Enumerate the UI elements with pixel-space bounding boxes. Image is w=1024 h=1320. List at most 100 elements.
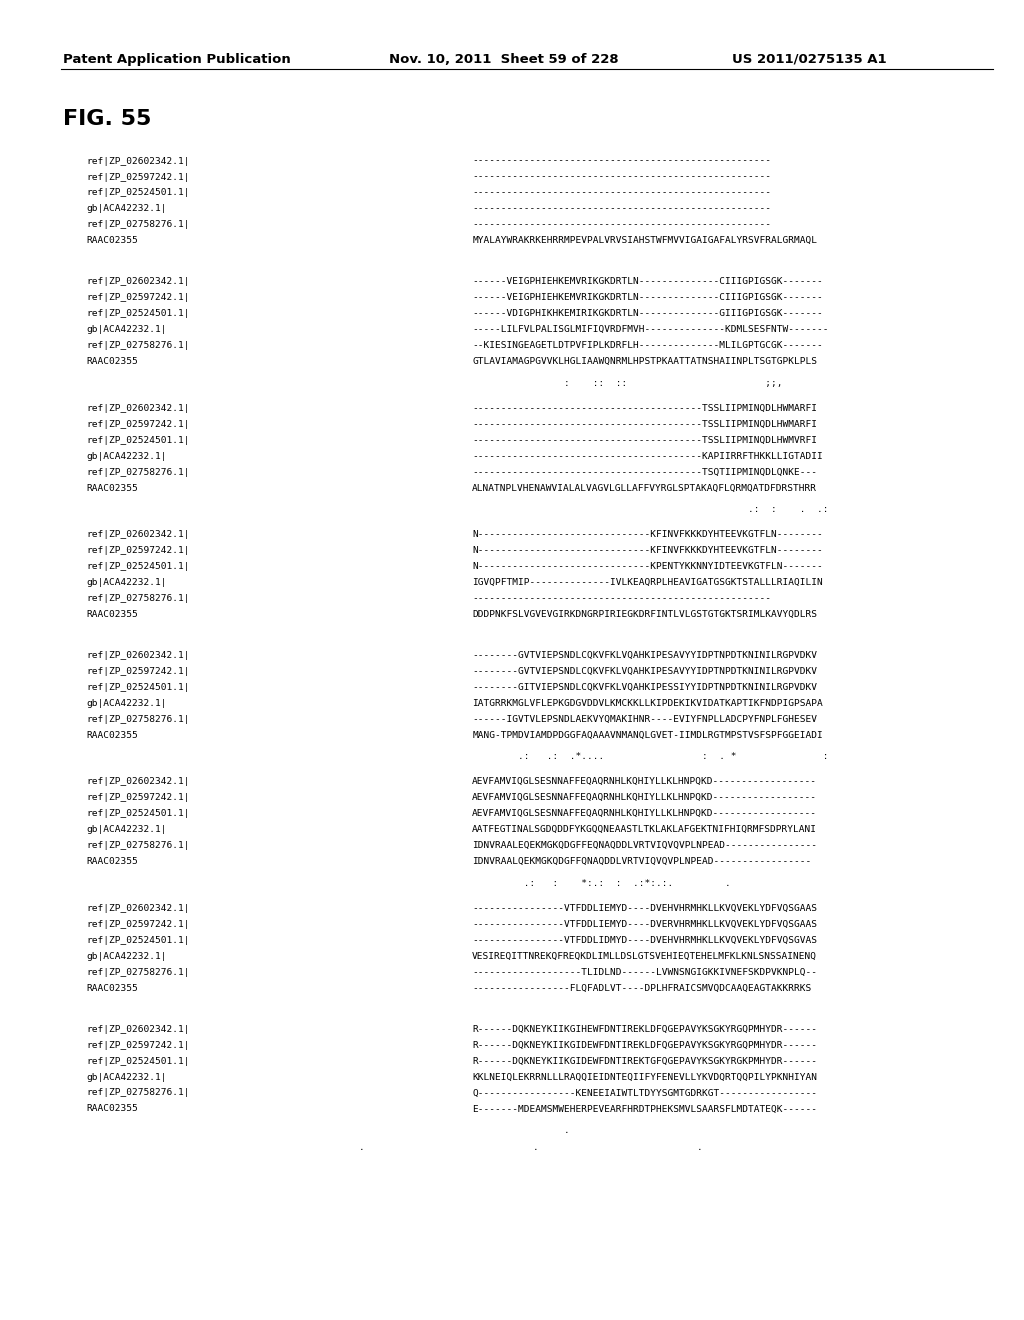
Text: ALNATNPLVHENAWVIALALVAGVLGLLAFFVYRGLSPTAKAQFLQRMQATDFDRSTHRR: ALNATNPLVHENAWVIALALVAGVLGLLAFFVYRGLSPTA… [472,483,817,492]
Text: MYALAYWRAKRKEHRRMPEVPALVRVSIAHSTWFMVVIGAIGAFALYRSVFRALGRMAQL: MYALAYWRAKRKEHRRMPEVPALVRVSIAHSTWFMVVIGA… [472,236,817,246]
Text: RAAC02355: RAAC02355 [86,358,138,366]
Text: ----------------------------------------TSSLIIPMINQDLHWMARFI: ----------------------------------------… [472,404,817,413]
Text: ref|ZP_02524501.1|: ref|ZP_02524501.1| [86,436,189,445]
Text: ref|ZP_02597242.1|: ref|ZP_02597242.1| [86,1040,189,1049]
Text: N------------------------------KFINVFKKKDYHTEEVKGTFLN--------: N------------------------------KFINVFKKK… [472,546,823,556]
Text: .: . [532,1143,539,1152]
Text: RAAC02355: RAAC02355 [86,1105,138,1114]
Text: .: . [696,1143,702,1152]
Text: ----------------------------------------KAPIIRRFTHKKLLIGTADII: ----------------------------------------… [472,451,823,461]
Text: ref|ZP_02597242.1|: ref|ZP_02597242.1| [86,920,189,929]
Text: GTLAVIAMAGPGVVKLHGLIAAWQNRMLHPSTPKAATTATNSHAIINPLTSGTGPKLPLS: GTLAVIAMAGPGVVKLHGLIAAWQNRMLHPSTPKAATTAT… [472,358,817,366]
Text: ref|ZP_02597242.1|: ref|ZP_02597242.1| [86,173,189,182]
Text: ----------------------------------------TSQTIIPMINQDLQNKE---: ----------------------------------------… [472,467,817,477]
Text: ref|ZP_02524501.1|: ref|ZP_02524501.1| [86,682,189,692]
Text: ref|ZP_02758276.1|: ref|ZP_02758276.1| [86,1089,189,1097]
Text: ref|ZP_02524501.1|: ref|ZP_02524501.1| [86,189,189,198]
Text: N------------------------------KPENTYKKNNYIDTEEVKGTFLN-------: N------------------------------KPENTYKKN… [472,562,823,572]
Text: ref|ZP_02758276.1|: ref|ZP_02758276.1| [86,715,189,723]
Text: ref|ZP_02602342.1|: ref|ZP_02602342.1| [86,651,189,660]
Text: -----LILFVLPALISGLMIFIQVRDFMVH--------------KDMLSESFNTW-------: -----LILFVLPALISGLMIFIQVRDFMVH----------… [472,325,828,334]
Text: N------------------------------KFINVFKKKDYHTEEVKGTFLN--------: N------------------------------KFINVFKKK… [472,531,823,539]
Text: RAAC02355: RAAC02355 [86,731,138,739]
Text: Patent Application Publication: Patent Application Publication [63,53,291,66]
Text: --------GVTVIEPSNDLCQKVFKLVQAHKIPESAVYYIDPTNPDTKNINILRGPVDKV: --------GVTVIEPSNDLCQKVFKLVQAHKIPESAVYYI… [472,667,817,676]
Text: .: . [358,1143,365,1152]
Text: ----------------------------------------------------: ----------------------------------------… [472,594,771,603]
Text: ------VDIGPHIKHKEMIRIKGKDRTLN--------------GIIIGPIGSGK-------: ------VDIGPHIKHKEMIRIKGKDRTLN-----------… [472,309,823,318]
Text: ref|ZP_02524501.1|: ref|ZP_02524501.1| [86,809,189,818]
Text: RAAC02355: RAAC02355 [86,857,138,866]
Text: VESIREQITTNREKQFREQKDLIMLLDSLGTSVEHIEQTEHELMFKLKNLSNSSAINENQ: VESIREQITTNREKQFREQKDLIMLLDSLGTSVEHIEQTE… [472,952,817,961]
Text: DDDPNKFSLVGVEVGIRKDNGRPIRIEGKDRFINTLVLGSTGTGKTSRIMLKAVYQDLRS: DDDPNKFSLVGVEVGIRKDNGRPIRIEGKDRFINTLVLGS… [472,610,817,619]
Text: ----------------------------------------------------: ----------------------------------------… [472,173,771,182]
Text: .:   :    *:.:  :  .:*:.:.         .: .: : *:.: : .:*:.:. . [472,879,817,888]
Text: gb|ACA42232.1|: gb|ACA42232.1| [86,451,167,461]
Text: RAAC02355: RAAC02355 [86,483,138,492]
Text: ref|ZP_02597242.1|: ref|ZP_02597242.1| [86,793,189,803]
Text: IDNVRAALEQEKMGKQDGFFEQNAQDDLVRTVIQVQVPLNPEAD----------------: IDNVRAALEQEKMGKQDGFFEQNAQDDLVRTVIQVQVPLN… [472,841,817,850]
Text: --------GITVIEPSNDLCQKVFKLVQAHKIPESSIYYIDPTNPDTKNINILRGPVDKV: --------GITVIEPSNDLCQKVFKLVQAHKIPESSIYYI… [472,682,817,692]
Text: ref|ZP_02602342.1|: ref|ZP_02602342.1| [86,777,189,787]
Text: AEVFAMVIQGLSESNNAFFEQAQRNHLKQHIYLLKLHNPQKD------------------: AEVFAMVIQGLSESNNAFFEQAQRNHLKQHIYLLKLHNPQ… [472,809,817,818]
Text: ref|ZP_02597242.1|: ref|ZP_02597242.1| [86,546,189,556]
Text: R------DQKNEYKIIKGIDEWFDNTIREKTGFQGEPAVYKSGKYRGKPMHYDR------: R------DQKNEYKIIKGIDEWFDNTIREKTGFQGEPAVY… [472,1056,817,1065]
Text: R------DQKNEYKIIKGIDEWFDNTIREKLDFQGEPAVYKSGKYRGQPMHYDR------: R------DQKNEYKIIKGIDEWFDNTIREKLDFQGEPAVY… [472,1040,817,1049]
Text: gb|ACA42232.1|: gb|ACA42232.1| [86,325,167,334]
Text: ref|ZP_02524501.1|: ref|ZP_02524501.1| [86,1056,189,1065]
Text: R------DQKNEYKIIKGIHEWFDNTIREKLDFQGEPAVYKSGKYRGQPMHYDR------: R------DQKNEYKIIKGIHEWFDNTIREKLDFQGEPAVY… [472,1024,817,1034]
Text: .:  :    .  .:: .: : . .: [472,506,828,515]
Text: ----------------------------------------------------: ----------------------------------------… [472,157,771,165]
Text: ----------------------------------------------------: ----------------------------------------… [472,205,771,214]
Text: ----------------------------------------TSSLIIPMINQDLHWMVRFI: ----------------------------------------… [472,436,817,445]
Text: ref|ZP_02758276.1|: ref|ZP_02758276.1| [86,968,189,977]
Text: ref|ZP_02602342.1|: ref|ZP_02602342.1| [86,1024,189,1034]
Text: --KIESINGEAGETLDTPVFIPLKDRFLH--------------MLILGPTGCGK-------: --KIESINGEAGETLDTPVFIPLKDRFLH-----------… [472,342,823,350]
Text: ref|ZP_02524501.1|: ref|ZP_02524501.1| [86,562,189,572]
Text: ref|ZP_02758276.1|: ref|ZP_02758276.1| [86,841,189,850]
Text: AEVFAMVIQGLSESNNAFFEQAQRNHLKQHIYLLKLHNPQKD------------------: AEVFAMVIQGLSESNNAFFEQAQRNHLKQHIYLLKLHNPQ… [472,793,817,803]
Text: ----------------VTFDDLIEMYD----DVEHVHRMHKLLKVQVEKLYDFVQSGAAS: ----------------VTFDDLIEMYD----DVEHVHRMH… [472,904,817,912]
Text: ref|ZP_02602342.1|: ref|ZP_02602342.1| [86,904,189,912]
Text: ref|ZP_02758276.1|: ref|ZP_02758276.1| [86,220,189,230]
Text: ------IGVTVLEPSNDLAEKVYQMAKIHNR----EVIYFNPLLADCPYFNPLFGHESEV: ------IGVTVLEPSNDLAEKVYQMAKIHNR----EVIYF… [472,715,817,723]
Text: ref|ZP_02597242.1|: ref|ZP_02597242.1| [86,293,189,302]
Text: MANG-TPMDVIAMDPDGGFAQAAAVNMANQLGVET-IIMDLRGTMPSTVSFSPFGGEIADI: MANG-TPMDVIAMDPDGGFAQAAAVNMANQLGVET-IIMD… [472,731,823,739]
Text: ------VEIGPHIEHKEMVRIKGKDRTLN--------------CIIIGPIGSGK-------: ------VEIGPHIEHKEMVRIKGKDRTLN-----------… [472,293,823,302]
Text: ref|ZP_02602342.1|: ref|ZP_02602342.1| [86,157,189,165]
Text: IATGRRKMGLVFLEPKGDGVDDVLKMCKKLLKIPDEKIKVIDATKAPTIKFNDPIGPSAPA: IATGRRKMGLVFLEPKGDGVDDVLKMCKKLLKIPDEKIKV… [472,698,823,708]
Text: --------GVTVIEPSNDLCQKVFKLVQAHKIPESAVYYIDPTNPDTKNINILRGPVDKV: --------GVTVIEPSNDLCQKVFKLVQAHKIPESAVYYI… [472,651,817,660]
Text: KKLNEIQLEKRRNLLLRAQQIEIDNTEQIIFYFENEVLLYKVDQRTQQPILYPKNHIYAN: KKLNEIQLEKRRNLLLRAQQIEIDNTEQIIFYFENEVLLY… [472,1073,817,1081]
Text: gb|ACA42232.1|: gb|ACA42232.1| [86,952,167,961]
Text: gb|ACA42232.1|: gb|ACA42232.1| [86,205,167,214]
Text: ref|ZP_02597242.1|: ref|ZP_02597242.1| [86,420,189,429]
Text: .:   .:  .*....                 :  . *               :: .: .: .*.... : . * : [472,752,828,762]
Text: -----------------FLQFADLVT----DPLHFRAICSMVQDCAAQEAGTAKKRRKS: -----------------FLQFADLVT----DPLHFRAICS… [472,983,811,993]
Text: ref|ZP_02758276.1|: ref|ZP_02758276.1| [86,594,189,603]
Text: RAAC02355: RAAC02355 [86,983,138,993]
Text: ref|ZP_02524501.1|: ref|ZP_02524501.1| [86,309,189,318]
Text: gb|ACA42232.1|: gb|ACA42232.1| [86,825,167,834]
Text: ref|ZP_02602342.1|: ref|ZP_02602342.1| [86,531,189,539]
Text: ref|ZP_02597242.1|: ref|ZP_02597242.1| [86,667,189,676]
Text: gb|ACA42232.1|: gb|ACA42232.1| [86,578,167,587]
Text: RAAC02355: RAAC02355 [86,610,138,619]
Text: Q-----------------KENEEIAIWTLTDYYSGMTGDRKGT-----------------: Q-----------------KENEEIAIWTLTDYYSGMTGDR… [472,1089,817,1097]
Text: ref|ZP_02602342.1|: ref|ZP_02602342.1| [86,404,189,413]
Text: ref|ZP_02602342.1|: ref|ZP_02602342.1| [86,277,189,286]
Text: .: . [472,1126,817,1135]
Text: ------VEIGPHIEHKEMVRIKGKDRTLN--------------CIIIGPIGSGK-------: ------VEIGPHIEHKEMVRIKGKDRTLN-----------… [472,277,823,286]
Text: IDNVRAALQEKMGKQDGFFQNAQDDLVRTVIQVQVPLNPEAD-----------------: IDNVRAALQEKMGKQDGFFQNAQDDLVRTVIQVQVPLNPE… [472,857,811,866]
Text: :    ::  ::                        ;;,: : :: :: ;;, [472,379,782,388]
Text: ----------------------------------------------------: ----------------------------------------… [472,189,771,198]
Text: ref|ZP_02758276.1|: ref|ZP_02758276.1| [86,467,189,477]
Text: ----------------VTFDDLIDMYD----DVEHVHRMHKLLKVQVEKLYDFVQSGVAS: ----------------VTFDDLIDMYD----DVEHVHRMH… [472,936,817,945]
Text: gb|ACA42232.1|: gb|ACA42232.1| [86,698,167,708]
Text: US 2011/0275135 A1: US 2011/0275135 A1 [732,53,887,66]
Text: -------------------TLIDLND------LVWNSNGIGKKIVNEFSKDPVKNPLQ--: -------------------TLIDLND------LVWNSNGI… [472,968,817,977]
Text: AATFEGTINALSGDQDDFYKGQQNEAASTLTKLAKLAFGEKTNIFHIQRMFSDPRYLANI: AATFEGTINALSGDQDDFYKGQQNEAASTLTKLAKLAFGE… [472,825,817,834]
Text: RAAC02355: RAAC02355 [86,236,138,246]
Text: Nov. 10, 2011  Sheet 59 of 228: Nov. 10, 2011 Sheet 59 of 228 [389,53,618,66]
Text: gb|ACA42232.1|: gb|ACA42232.1| [86,1073,167,1081]
Text: ref|ZP_02758276.1|: ref|ZP_02758276.1| [86,342,189,350]
